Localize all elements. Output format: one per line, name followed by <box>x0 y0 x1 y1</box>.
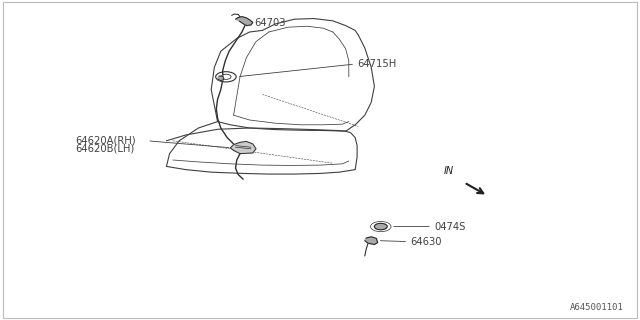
Circle shape <box>374 223 387 230</box>
Text: IN: IN <box>444 166 454 176</box>
Polygon shape <box>230 141 256 154</box>
Text: 64630: 64630 <box>410 237 442 247</box>
Text: 64620B(LH): 64620B(LH) <box>76 143 135 154</box>
Text: 64703: 64703 <box>254 18 285 28</box>
Text: A645001101: A645001101 <box>570 303 624 312</box>
Text: 64620A(RH): 64620A(RH) <box>76 135 136 145</box>
Polygon shape <box>236 17 253 26</box>
Text: 64715H: 64715H <box>357 59 396 69</box>
Text: 0474S: 0474S <box>434 221 465 232</box>
Polygon shape <box>365 237 378 244</box>
Polygon shape <box>218 76 224 81</box>
